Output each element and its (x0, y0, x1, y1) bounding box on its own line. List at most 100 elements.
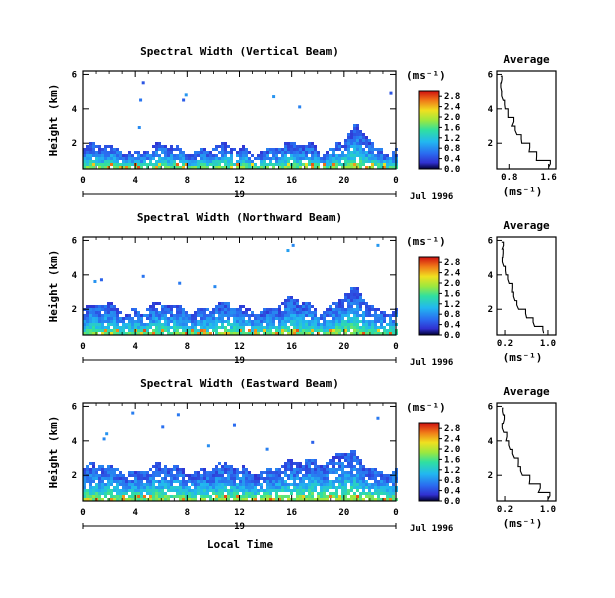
heatmap-cell (155, 317, 158, 320)
heatmap-cell (128, 157, 131, 160)
heatmap-cell (236, 311, 239, 314)
heatmap-cell (284, 157, 287, 160)
heatmap-cell (206, 157, 209, 160)
heatmap-cell (86, 160, 89, 163)
heatmap-cell (137, 311, 140, 314)
heatmap-cell (356, 468, 359, 471)
average-x-tick-label: 1.0 (540, 339, 556, 349)
heatmap-cell (206, 317, 209, 320)
heatmap-cell (242, 160, 245, 163)
heatmap-cell (320, 465, 323, 468)
heatmap-cell (167, 489, 170, 492)
heatmap-cell (218, 489, 221, 492)
heatmap-cell (377, 332, 380, 335)
heatmap-cell (329, 483, 332, 486)
heatmap-cell (236, 474, 239, 477)
heatmap-cell (317, 468, 320, 471)
heatmap-cell (266, 154, 269, 157)
heatmap-cell (299, 148, 302, 151)
heatmap-cell (143, 314, 146, 317)
heatmap-cell (116, 166, 119, 169)
heatmap-cell (311, 154, 314, 157)
heatmap-cell (362, 483, 365, 486)
heatmap-cell (377, 329, 380, 332)
heatmap-cell (179, 489, 182, 492)
heatmap-cell (269, 489, 272, 492)
heatmap-cell (170, 317, 173, 320)
heatmap-cell (218, 483, 221, 486)
heatmap-cell (158, 471, 161, 474)
heatmap-cell (308, 480, 311, 483)
heatmap-cell (116, 160, 119, 163)
average-frame (496, 402, 557, 502)
heatmap-cell (212, 148, 215, 151)
colorbar-tick-label: 0.4 (444, 321, 461, 331)
heatmap-cell (149, 474, 152, 477)
heatmap-cell (140, 163, 143, 166)
heatmap-cell (263, 326, 266, 329)
heatmap-cell (179, 157, 182, 160)
heatmap-cell (281, 498, 284, 501)
heatmap-cell (161, 468, 164, 471)
heatmap-cell (182, 495, 185, 498)
heatmap-cell (242, 492, 245, 495)
heatmap-cell (224, 305, 227, 308)
scatter-echo (206, 444, 210, 448)
heatmap-cell (266, 486, 269, 489)
heatmap-cell (293, 471, 296, 474)
heatmap-cell (347, 299, 350, 302)
heatmap-cell (338, 157, 341, 160)
heatmap-cell (311, 157, 314, 160)
heatmap-cell (371, 329, 374, 332)
heatmap-cell (155, 163, 158, 166)
heatmap-cell (371, 320, 374, 323)
heatmap-cell (287, 326, 290, 329)
heatmap (83, 81, 398, 169)
heatmap-cell (326, 465, 329, 468)
heatmap-cell (98, 157, 101, 160)
y-axis-label: Height (km) (47, 250, 60, 323)
heatmap-cell (197, 166, 200, 169)
heatmap-cell (290, 489, 293, 492)
heatmap-cell (200, 160, 203, 163)
heatmap-cell (155, 489, 158, 492)
heatmap-cell (161, 151, 164, 154)
heatmap-cell (230, 486, 233, 489)
heatmap-cell (209, 317, 212, 320)
heatmap-cell (155, 474, 158, 477)
heatmap-cell (332, 332, 335, 335)
heatmap-cell (290, 157, 293, 160)
heatmap-cell (284, 483, 287, 486)
heatmap-cell (242, 317, 245, 320)
heatmap-cell (290, 302, 293, 305)
heatmap-cell (110, 148, 113, 151)
heatmap-cell (227, 151, 230, 154)
heatmap-cell (347, 160, 350, 163)
heatmap-cell (167, 486, 170, 489)
heatmap-cell (95, 157, 98, 160)
heatmap-cell (107, 465, 110, 468)
heatmap-cell (125, 317, 128, 320)
heatmap-cell (344, 299, 347, 302)
heatmap-cell (239, 308, 242, 311)
heatmap-cell (374, 326, 377, 329)
heatmap-cell (323, 489, 326, 492)
heatmap-cell (281, 332, 284, 335)
heatmap-cell (137, 332, 140, 335)
heatmap-cell (239, 326, 242, 329)
heatmap-cell (209, 477, 212, 480)
heatmap-cell (134, 483, 137, 486)
heatmap-cell (170, 483, 173, 486)
heatmap-cell (194, 492, 197, 495)
heatmap-cell (236, 471, 239, 474)
heatmap-cell (215, 477, 218, 480)
heatmap-cell (359, 151, 362, 154)
heatmap-cell (149, 323, 152, 326)
heatmap-cell (221, 483, 224, 486)
heatmap-cell (137, 157, 140, 160)
heatmap-cell (344, 498, 347, 501)
heatmap-cell (101, 483, 104, 486)
heatmap-cell (317, 465, 320, 468)
heatmap-cell (299, 151, 302, 154)
heatmap-cell (194, 320, 197, 323)
